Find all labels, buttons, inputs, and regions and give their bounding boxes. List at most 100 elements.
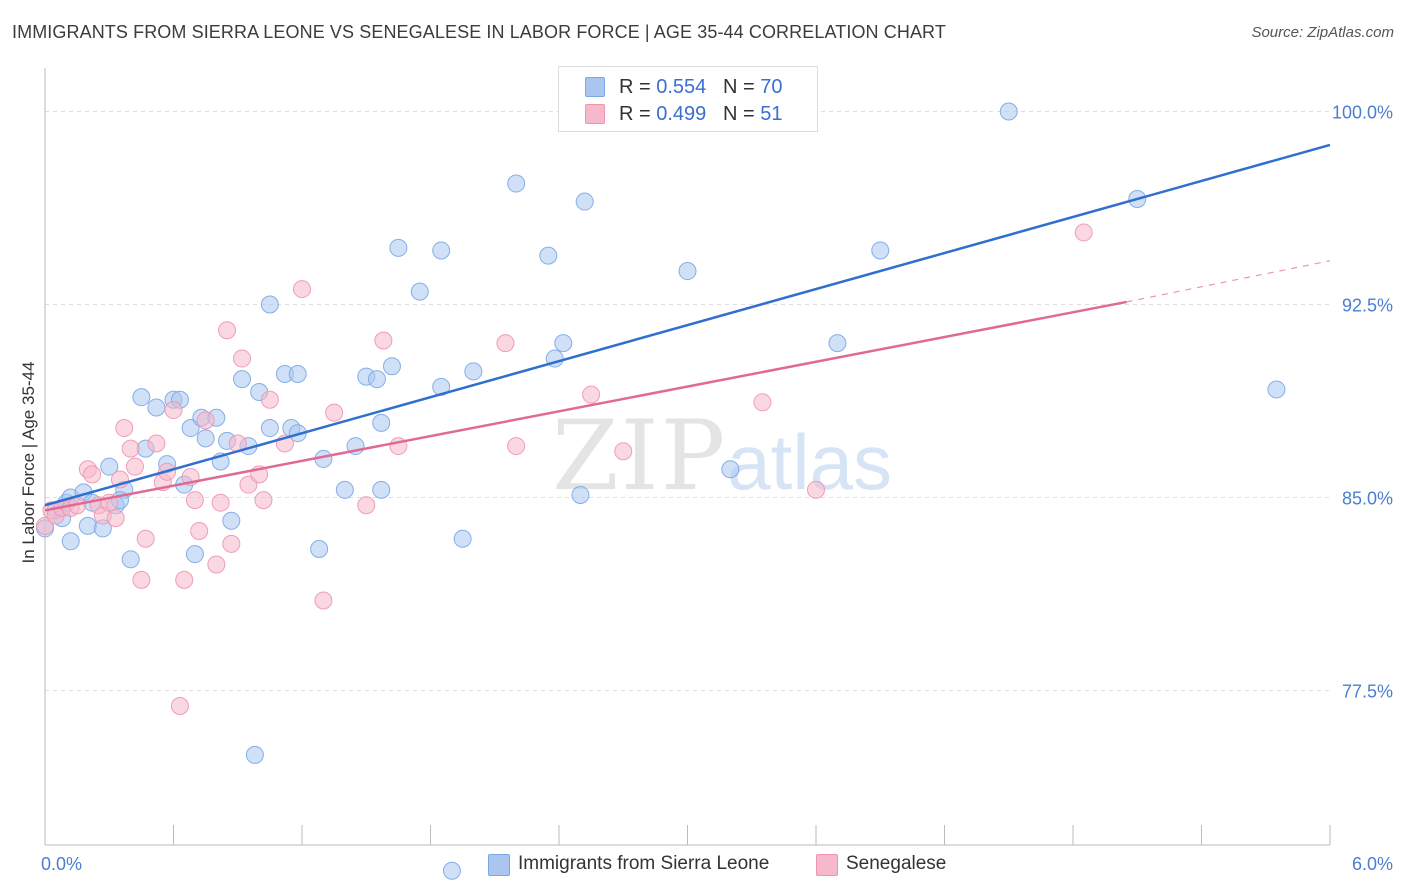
point-sierra-leone xyxy=(999,102,1018,121)
point-senegalese xyxy=(357,496,376,515)
trend-line-sierra-leone xyxy=(44,143,1331,507)
point-senegalese xyxy=(293,280,311,299)
point-sierra-leone xyxy=(678,262,697,281)
legend-r-label: R = xyxy=(619,76,657,98)
point-senegalese xyxy=(222,534,241,553)
point-senegalese xyxy=(507,437,526,456)
y-tick-label: 92.5% xyxy=(1342,296,1393,316)
point-sierra-leone xyxy=(372,480,391,499)
axes xyxy=(44,68,1331,846)
point-senegalese xyxy=(164,401,183,420)
source-credit: Source: ZipAtlas.com xyxy=(1251,24,1394,41)
point-sierra-leone xyxy=(389,238,408,257)
point-sierra-leone xyxy=(382,357,401,376)
point-sierra-leone xyxy=(507,174,526,193)
trend-line-senegalese xyxy=(44,300,1127,512)
point-sierra-leone xyxy=(367,370,386,389)
point-senegalese xyxy=(125,457,144,476)
point-sierra-leone xyxy=(61,532,80,551)
point-sierra-leone xyxy=(78,516,97,535)
chart-title: IMMIGRANTS FROM SIERRA LEONE VS SENEGALE… xyxy=(12,22,946,42)
point-senegalese xyxy=(190,522,209,540)
legend-n-label: N = xyxy=(722,103,761,125)
point-senegalese xyxy=(132,570,151,589)
point-sierra-leone xyxy=(828,334,847,353)
legend-n-value: 51 xyxy=(760,103,783,125)
point-sierra-leone xyxy=(453,529,472,548)
point-senegalese xyxy=(115,419,134,438)
point-sierra-leone xyxy=(372,413,391,432)
point-senegalese xyxy=(196,411,215,430)
point-senegalese xyxy=(121,439,140,458)
point-sierra-leone xyxy=(233,370,252,389)
legend-row-senegalese: R = 0.499 N = 51 xyxy=(585,102,782,126)
point-senegalese xyxy=(582,385,601,404)
point-senegalese xyxy=(211,493,230,512)
bottom-legend-swatch xyxy=(816,854,838,876)
point-senegalese xyxy=(496,334,515,353)
point-senegalese xyxy=(136,529,155,548)
point-sierra-leone xyxy=(571,485,590,504)
point-sierra-leone xyxy=(288,365,307,383)
y-tick-label: 85.0% xyxy=(1342,489,1393,509)
legend-r-label: R = xyxy=(619,103,657,125)
point-sierra-leone xyxy=(260,419,279,438)
point-sierra-leone xyxy=(222,511,241,530)
x-tick-label: 6.0% xyxy=(1352,854,1393,874)
point-senegalese xyxy=(233,349,252,368)
point-senegalese xyxy=(207,555,226,574)
legend-swatch-senegalese xyxy=(585,104,605,124)
legend-n-value: 70 xyxy=(760,76,783,98)
data-points xyxy=(36,102,1286,880)
legend-r-value: 0.554 xyxy=(656,76,707,98)
point-senegalese xyxy=(374,331,393,350)
point-senegalese xyxy=(147,434,166,453)
point-senegalese xyxy=(106,509,125,528)
point-sierra-leone xyxy=(245,745,264,764)
point-sierra-leone xyxy=(147,398,166,417)
x-tick-label: 0.0% xyxy=(41,854,82,874)
legend-row-sierra-leone: R = 0.554 N = 70 xyxy=(585,75,782,99)
legend-r-value: 0.499 xyxy=(656,103,707,125)
point-senegalese xyxy=(614,442,633,461)
point-sierra-leone xyxy=(310,540,329,559)
point-sierra-leone xyxy=(1267,380,1286,399)
y-tick-label: 77.5% xyxy=(1342,682,1393,702)
point-sierra-leone xyxy=(185,545,204,564)
point-sierra-leone xyxy=(464,362,483,381)
bottom-legend-label: Immigrants from Sierra Leone xyxy=(518,853,770,874)
point-senegalese xyxy=(175,570,194,589)
bottom-legend-swatch xyxy=(488,854,510,876)
trend-line-senegalese-extension xyxy=(1126,260,1331,303)
legend-n-label: N = xyxy=(722,76,761,98)
y-axis-title: In Labor Force | Age 35-44 xyxy=(19,362,38,564)
point-sierra-leone xyxy=(871,241,890,260)
point-sierra-leone xyxy=(100,457,119,476)
point-senegalese xyxy=(170,697,189,716)
y-tick-label: 100.0% xyxy=(1332,102,1393,122)
point-senegalese xyxy=(314,591,333,610)
point-sierra-leone xyxy=(121,550,140,569)
legend-swatch-sierra-leone xyxy=(585,77,605,97)
point-senegalese xyxy=(325,403,344,422)
point-senegalese xyxy=(753,393,772,412)
point-sierra-leone xyxy=(132,388,151,407)
point-sierra-leone xyxy=(196,429,215,448)
point-senegalese xyxy=(260,390,279,409)
point-sierra-leone xyxy=(442,861,461,880)
point-sierra-leone xyxy=(410,282,429,301)
point-senegalese xyxy=(185,491,204,510)
bottom-legend-label: Senegalese xyxy=(846,853,947,874)
correlation-legend: R = 0.554 N = 70 R = 0.499 N = 51 xyxy=(558,66,818,132)
point-senegalese xyxy=(83,465,102,484)
tick-labels: 100.0% 92.5% 85.0% 77.5% 0.0% 6.0% In Labor Fo… xyxy=(19,102,1393,874)
point-sierra-leone xyxy=(721,460,740,479)
point-sierra-leone xyxy=(539,246,558,265)
point-sierra-leone xyxy=(335,480,354,499)
point-senegalese xyxy=(807,480,825,499)
point-sierra-leone xyxy=(554,334,573,353)
trend-lines xyxy=(44,143,1331,512)
point-sierra-leone xyxy=(432,241,451,260)
point-sierra-leone xyxy=(575,192,594,211)
